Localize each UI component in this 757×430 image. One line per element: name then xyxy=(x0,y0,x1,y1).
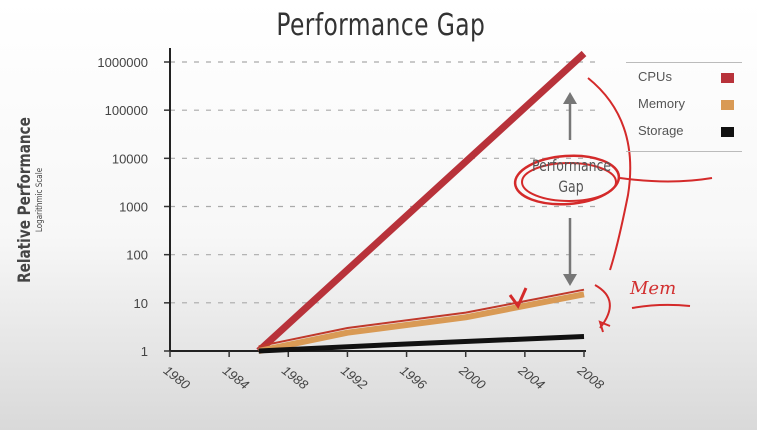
y-tick-label: 10 xyxy=(134,296,148,311)
gap-label-line1: Performance xyxy=(532,156,612,175)
legend: CPUs Memory Storage xyxy=(626,62,742,152)
gap-label-line2: Gap xyxy=(558,177,584,196)
series-line-cpus xyxy=(256,50,587,354)
legend-swatch xyxy=(721,100,734,110)
handwritten-note: Mem xyxy=(630,278,677,299)
y-tick-label: 1000 xyxy=(119,200,148,215)
y-axis-subtitle: Logarithmic Scale xyxy=(35,167,45,233)
performance-gap-annotation: Performance Gap xyxy=(532,155,612,197)
legend-item-cpus: CPUs xyxy=(638,69,738,91)
x-tick-label: 1984 xyxy=(220,363,252,393)
y-axis-title: Relative Performance xyxy=(15,117,35,283)
y-tick-label: 100000 xyxy=(105,103,148,118)
chart-title: Performance Gap xyxy=(276,8,486,43)
scribble-brace-tip xyxy=(598,320,611,333)
legend-swatch xyxy=(721,127,734,137)
scribble-line-right xyxy=(619,177,713,183)
legend-item-storage: Storage xyxy=(638,123,738,145)
x-tick-label: 1988 xyxy=(279,363,312,393)
gap-arrow-up-head xyxy=(563,92,577,104)
series-line-storage xyxy=(258,334,585,354)
x-tick-label: 1996 xyxy=(397,363,430,393)
x-tick-label: 2000 xyxy=(456,362,489,393)
legend-swatch xyxy=(721,73,734,83)
scribble-circle xyxy=(513,154,621,206)
legend-label: Memory xyxy=(638,96,685,111)
series-line-memory xyxy=(258,291,585,354)
y-tick-label: 100 xyxy=(126,248,148,263)
scribble-checkmark xyxy=(508,287,528,309)
x-tick-label: 1980 xyxy=(161,363,194,393)
y-axis-label: Relative Performance Logarithmic Scale xyxy=(15,96,45,303)
x-tick-label: 2004 xyxy=(515,362,548,392)
y-tick-label: 1 xyxy=(141,344,148,359)
x-tick-label: 2008 xyxy=(574,362,607,393)
legend-label: CPUs xyxy=(638,69,672,84)
x-tick-label: 1992 xyxy=(338,363,371,393)
scribble-circle-inner xyxy=(521,162,617,202)
y-tick-label: 10000 xyxy=(112,151,148,166)
legend-item-memory: Memory xyxy=(638,96,738,118)
scribble-underline xyxy=(631,303,691,309)
scribble-brace xyxy=(594,284,611,329)
gap-arrow-down-head xyxy=(563,274,577,286)
y-tick-label: 1000000 xyxy=(97,55,148,70)
scribble-curve-gap xyxy=(587,77,632,271)
legend-label: Storage xyxy=(638,123,684,138)
memory-upper-edge xyxy=(258,288,585,348)
